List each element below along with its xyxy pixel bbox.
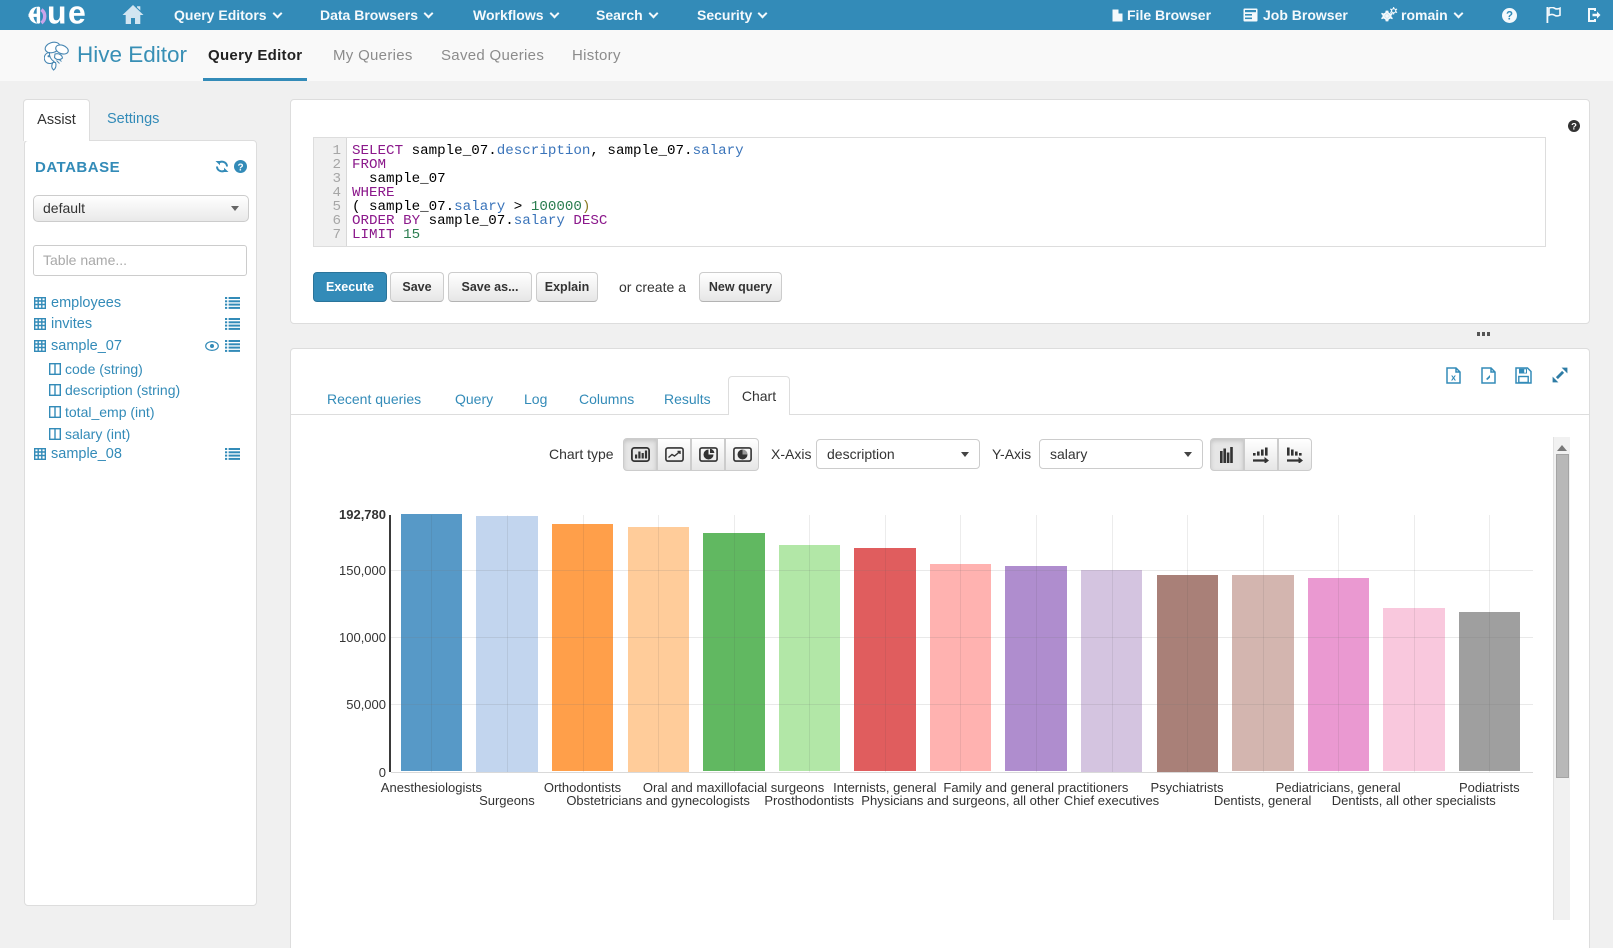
svg-text:?: ? <box>237 162 243 173</box>
svg-text:?: ? <box>1506 11 1513 23</box>
svg-text:?: ? <box>1571 122 1577 133</box>
svg-text:x: x <box>1451 373 1456 383</box>
svg-text:ue: ue <box>47 0 87 30</box>
